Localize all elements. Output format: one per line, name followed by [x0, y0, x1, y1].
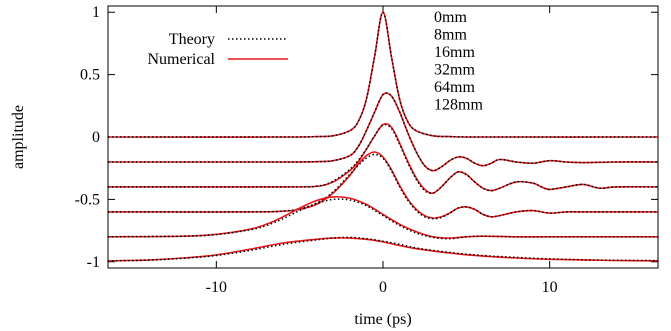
- y-tick-label: -0.5: [75, 191, 100, 208]
- x-axis-label: time (ps): [354, 311, 411, 328]
- legend-label-numerical: Numerical: [147, 51, 215, 68]
- theory-curve-8mm: [108, 92, 659, 172]
- y-tick-label: 0.5: [80, 67, 100, 84]
- y-tick-label: 1: [92, 4, 100, 21]
- y-axis-label: amplitude: [10, 105, 27, 169]
- legend-label-theory: Theory: [169, 31, 215, 48]
- distance-label: 64mm: [434, 79, 475, 96]
- plot-frame: [107, 5, 659, 269]
- theory-curve-64mm: [107, 198, 658, 240]
- y-tick-label: -1: [87, 254, 100, 271]
- distance-label: 32mm: [434, 62, 475, 79]
- x-tick-label: 10: [542, 279, 558, 296]
- distance-label: 128mm: [434, 97, 483, 114]
- numerical-curve-16mm: [107, 123, 659, 194]
- x-tick-label: 0: [379, 279, 387, 296]
- distance-label: 16mm: [434, 44, 475, 61]
- axis-ticks: -10 0 10 1 0.5 0 -0.5 -1: [75, 4, 658, 296]
- distance-label: 0mm: [434, 9, 467, 26]
- theory-curve-128mm: [107, 236, 659, 262]
- theory-curve-0mm: [107, 11, 659, 138]
- series-curves: [107, 11, 659, 262]
- y-tick-label: 0: [92, 129, 100, 146]
- legend: Theory Numerical: [147, 31, 288, 68]
- distance-label: 8mm: [434, 27, 467, 44]
- x-tick-label: -10: [206, 279, 227, 296]
